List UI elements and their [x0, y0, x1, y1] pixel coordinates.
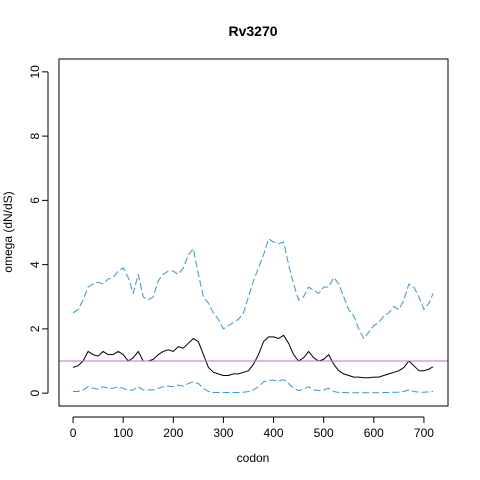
y-tick-label: 4: [28, 261, 42, 268]
x-tick-label: 600: [364, 426, 384, 440]
x-tick-label: 0: [70, 426, 77, 440]
x-tick-label: 200: [163, 426, 183, 440]
x-tick-label: 300: [213, 426, 233, 440]
y-tick-label: 8: [28, 132, 42, 139]
y-tick-label: 2: [28, 325, 42, 332]
series-line-upper: [72, 238, 434, 339]
y-tick-label: 0: [28, 389, 42, 396]
y-axis-label: omega (dN/dS): [1, 191, 15, 272]
x-tick-label: 700: [414, 426, 434, 440]
x-tick-label: 400: [264, 426, 284, 440]
axes: 0 100 200 300 400 500 600 700 0 2 4 6 8 10: [28, 65, 434, 440]
chart-title: Rv3270: [228, 23, 277, 39]
series-line-lower: [73, 379, 434, 394]
plot-area: [59, 238, 448, 394]
y-tick-label: 10: [28, 65, 42, 79]
x-axis-label: codon: [237, 451, 270, 465]
y-tick-label: 6: [28, 197, 42, 204]
x-tick-label: 500: [314, 426, 334, 440]
series-line-estimate: [72, 334, 434, 379]
x-tick-label: 100: [113, 426, 133, 440]
plot-frame: [58, 58, 449, 407]
